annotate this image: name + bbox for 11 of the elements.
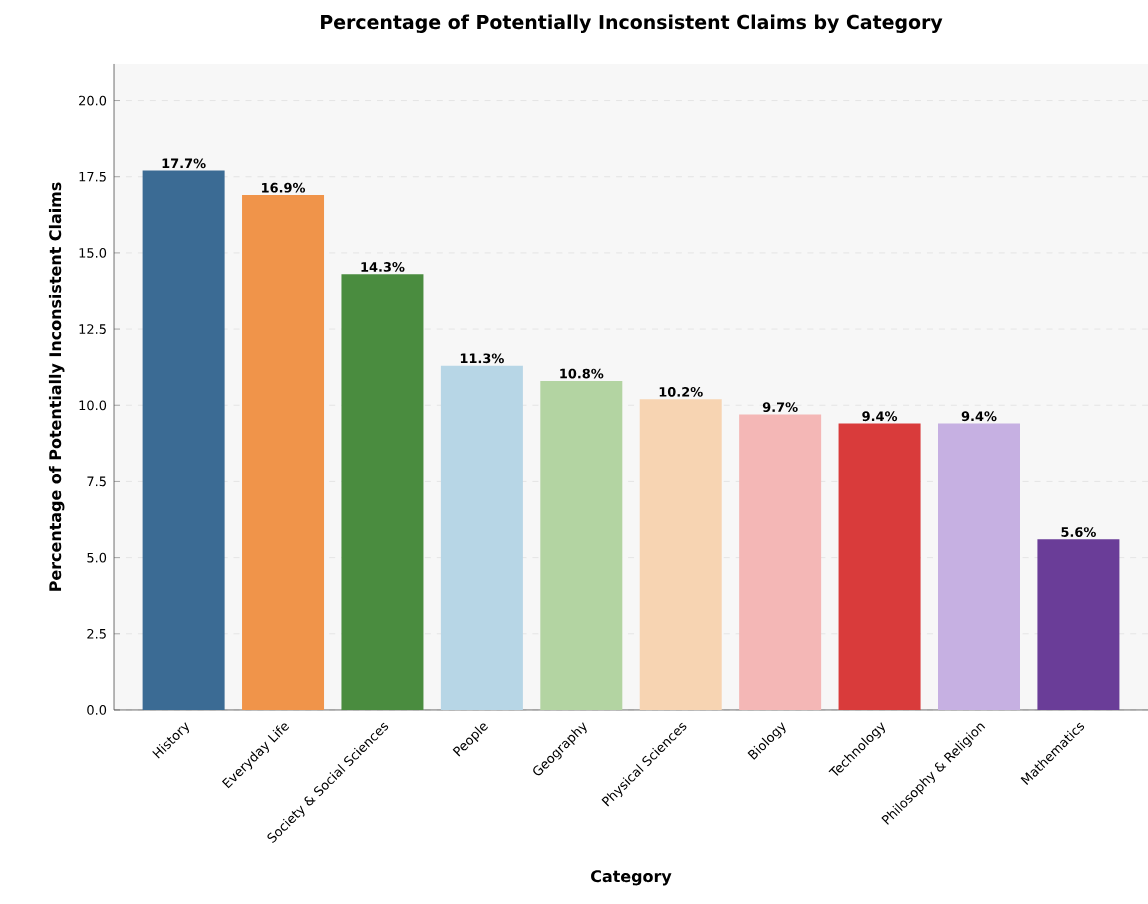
bar: [142, 170, 225, 710]
bar: [540, 380, 623, 710]
bar: [1037, 539, 1120, 710]
chart-title: Percentage of Potentially Inconsistent Claims by Category: [321, 14, 943, 33]
bar: [341, 274, 424, 710]
bar: [242, 195, 325, 710]
bar: [938, 423, 1020, 710]
bar: [838, 423, 921, 710]
bar: [639, 399, 722, 710]
bar: [739, 414, 822, 710]
bar: [440, 365, 523, 710]
